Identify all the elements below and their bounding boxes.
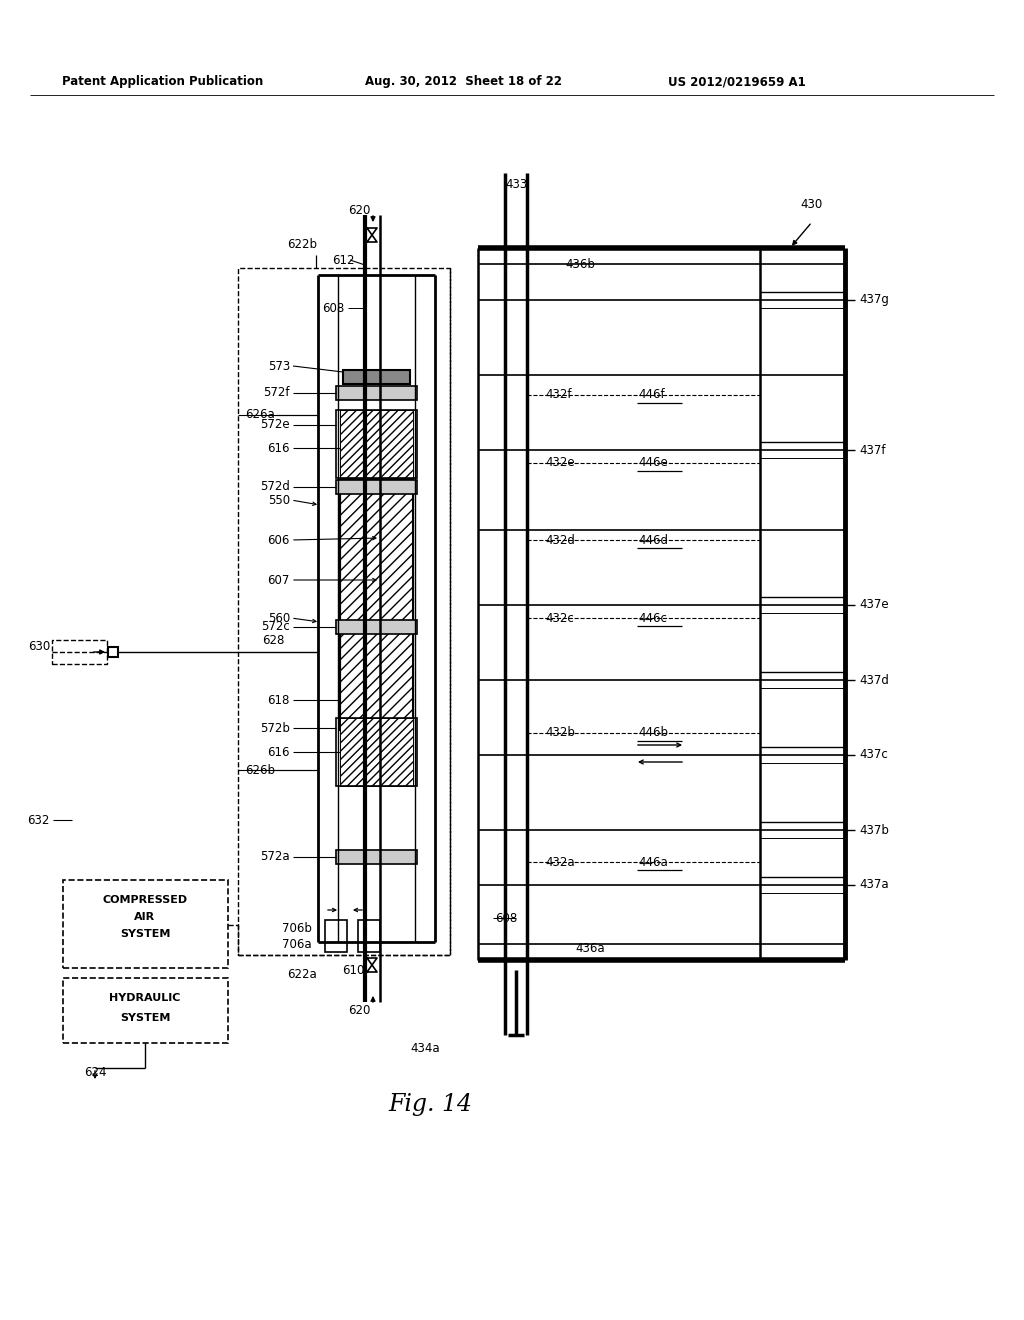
Text: 626a: 626a bbox=[246, 408, 275, 421]
Text: 446f: 446f bbox=[638, 388, 665, 401]
Bar bbox=[238, 268, 450, 954]
Text: 626b: 626b bbox=[245, 763, 275, 776]
Text: 606: 606 bbox=[267, 533, 290, 546]
Bar bbox=[336, 480, 417, 494]
Text: 432d: 432d bbox=[545, 533, 574, 546]
Text: 437e: 437e bbox=[859, 598, 889, 611]
Text: 437f: 437f bbox=[859, 444, 886, 457]
Bar bbox=[340, 411, 413, 478]
Text: Aug. 30, 2012  Sheet 18 of 22: Aug. 30, 2012 Sheet 18 of 22 bbox=[365, 75, 562, 88]
Text: 446e: 446e bbox=[638, 457, 668, 470]
Text: 446c: 446c bbox=[638, 611, 667, 624]
Text: 612: 612 bbox=[332, 253, 354, 267]
Bar bbox=[336, 620, 417, 634]
Text: SYSTEM: SYSTEM bbox=[120, 929, 170, 939]
Text: Fig. 14: Fig. 14 bbox=[388, 1093, 472, 1117]
Text: 430: 430 bbox=[800, 198, 822, 211]
Text: 620: 620 bbox=[348, 1003, 371, 1016]
Text: 432a: 432a bbox=[545, 855, 574, 869]
Text: 550: 550 bbox=[268, 494, 290, 507]
Bar bbox=[63, 978, 228, 1043]
Text: US 2012/0219659 A1: US 2012/0219659 A1 bbox=[668, 75, 806, 88]
Text: 446a: 446a bbox=[638, 855, 668, 869]
Text: 622b: 622b bbox=[287, 239, 317, 252]
Text: 706b: 706b bbox=[282, 921, 312, 935]
Text: 446d: 446d bbox=[638, 533, 668, 546]
Text: 608: 608 bbox=[495, 912, 517, 924]
Text: 607: 607 bbox=[267, 573, 290, 586]
Text: 437a: 437a bbox=[859, 879, 889, 891]
Text: 572f: 572f bbox=[263, 387, 290, 400]
Bar bbox=[340, 718, 413, 785]
Bar bbox=[52, 640, 106, 664]
Text: 610: 610 bbox=[342, 964, 365, 977]
Text: 437b: 437b bbox=[859, 824, 889, 837]
Text: 616: 616 bbox=[267, 441, 290, 454]
Text: AIR: AIR bbox=[134, 912, 156, 921]
Text: 624: 624 bbox=[84, 1065, 106, 1078]
Text: 432c: 432c bbox=[545, 611, 573, 624]
Text: 632: 632 bbox=[28, 813, 50, 826]
Text: 437d: 437d bbox=[859, 673, 889, 686]
Text: 622a: 622a bbox=[287, 969, 316, 982]
Text: 618: 618 bbox=[267, 693, 290, 706]
Text: 432f: 432f bbox=[545, 388, 571, 401]
Text: 706a: 706a bbox=[282, 939, 311, 952]
Text: 436a: 436a bbox=[575, 941, 604, 954]
Bar bbox=[325, 920, 347, 952]
Text: 437g: 437g bbox=[859, 293, 889, 306]
Text: 620: 620 bbox=[348, 203, 371, 216]
Bar bbox=[108, 647, 118, 657]
Text: Patent Application Publication: Patent Application Publication bbox=[62, 75, 263, 88]
Text: 560: 560 bbox=[267, 611, 290, 624]
Text: 572d: 572d bbox=[260, 480, 290, 494]
Text: SYSTEM: SYSTEM bbox=[120, 1012, 170, 1023]
Text: 573: 573 bbox=[267, 359, 290, 372]
Text: 446b: 446b bbox=[638, 726, 668, 739]
Text: 616: 616 bbox=[267, 746, 290, 759]
Bar bbox=[343, 370, 410, 384]
Text: 433: 433 bbox=[505, 178, 527, 191]
Text: 437c: 437c bbox=[859, 748, 888, 762]
Text: HYDRAULIC: HYDRAULIC bbox=[110, 993, 180, 1003]
Bar bbox=[336, 850, 417, 865]
Text: 572e: 572e bbox=[260, 418, 290, 432]
Bar bbox=[336, 411, 417, 478]
Text: 572a: 572a bbox=[260, 850, 290, 863]
Text: 434a: 434a bbox=[411, 1041, 440, 1055]
Bar bbox=[336, 718, 417, 785]
Text: 608: 608 bbox=[322, 301, 344, 314]
Text: 628: 628 bbox=[262, 634, 285, 647]
Bar bbox=[336, 385, 417, 400]
Text: COMPRESSED: COMPRESSED bbox=[102, 895, 187, 906]
Text: 436b: 436b bbox=[565, 259, 595, 272]
Text: 432b: 432b bbox=[545, 726, 574, 739]
Bar bbox=[63, 880, 228, 968]
Text: 572c: 572c bbox=[261, 620, 290, 634]
Text: 630: 630 bbox=[28, 640, 50, 653]
Bar bbox=[340, 480, 413, 730]
Bar bbox=[358, 920, 380, 952]
Text: 572b: 572b bbox=[260, 722, 290, 734]
Bar bbox=[340, 480, 413, 730]
Text: 432e: 432e bbox=[545, 457, 574, 470]
